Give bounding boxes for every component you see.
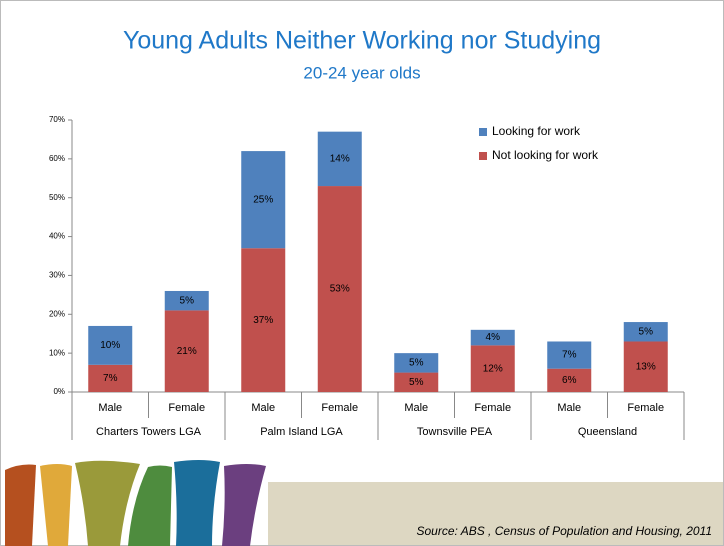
- value-label: 12%: [483, 363, 503, 374]
- value-label: 53%: [330, 284, 350, 295]
- group-label: Queensland: [578, 426, 637, 438]
- x-tick-label: Female: [627, 402, 664, 414]
- y-tick-label: 20%: [49, 309, 65, 318]
- source: Source: ABS , Census of Population and H…: [416, 524, 712, 538]
- bar-segment: [164, 290, 209, 311]
- legend-swatch: [479, 128, 487, 136]
- value-label: 5%: [639, 326, 654, 337]
- x-tick-label: Female: [168, 402, 205, 414]
- y-tick-label: 30%: [49, 271, 65, 280]
- bar-segment: [88, 364, 133, 392]
- y-tick-label: 0%: [53, 387, 65, 396]
- bar-segment: [164, 310, 209, 392]
- value-label: 6%: [562, 375, 577, 386]
- value-label: 5%: [409, 357, 424, 368]
- value-label: 25%: [253, 194, 273, 205]
- bar-segment: [547, 368, 592, 392]
- value-label: 14%: [330, 153, 350, 164]
- legend-label: Not looking for work: [492, 148, 599, 162]
- decor: [75, 460, 140, 546]
- value-label: 7%: [562, 350, 577, 361]
- bar-segment: [623, 341, 668, 392]
- x-tick-label: Female: [474, 402, 511, 414]
- chart-title: Young Adults Neither Working nor Studyin…: [123, 27, 601, 55]
- bar-segment: [241, 248, 286, 392]
- x-tick-label: Female: [321, 402, 358, 414]
- decor: [128, 465, 172, 546]
- chart-subtitle: 20-24 year olds: [303, 63, 420, 82]
- x-tick-label: Male: [98, 402, 122, 414]
- value-label: 13%: [636, 361, 656, 372]
- bar-segment: [317, 186, 362, 392]
- value-label: 5%: [180, 295, 195, 306]
- y-tick-label: 50%: [49, 193, 65, 202]
- bar-segment: [88, 325, 133, 365]
- group-label: Palm Island LGA: [260, 426, 343, 438]
- footer-band: [268, 482, 723, 545]
- group-label: Charters Towers LGA: [96, 426, 202, 438]
- bar-segment: [394, 353, 439, 373]
- bar-segment: [623, 322, 668, 342]
- value-label: 10%: [100, 340, 120, 351]
- y-tick-label: 70%: [49, 115, 65, 124]
- bar-segment: [394, 372, 439, 392]
- bar-segment: [470, 345, 515, 392]
- value-label: 37%: [253, 315, 273, 326]
- x-tick-label: Male: [404, 402, 428, 414]
- bar-segment: [317, 131, 362, 187]
- x-tick-label: Male: [251, 402, 275, 414]
- y-tick-label: 60%: [49, 154, 65, 163]
- x-tick-label: Male: [557, 402, 581, 414]
- bar-segment: [470, 329, 515, 346]
- value-label: 5%: [409, 377, 424, 388]
- value-label: 4%: [486, 332, 501, 343]
- decor: [174, 460, 220, 546]
- y-tick-label: 10%: [49, 348, 65, 357]
- bar-segment: [241, 151, 286, 249]
- legend-swatch: [479, 152, 487, 160]
- group-label: Townsville PEA: [417, 426, 493, 438]
- bar-segment: [547, 341, 592, 369]
- legend-label: Looking for work: [492, 124, 581, 138]
- decor: [5, 464, 36, 546]
- value-label: 21%: [177, 346, 197, 357]
- decor: [40, 464, 72, 546]
- y-tick-label: 40%: [49, 232, 65, 241]
- value-label: 7%: [103, 373, 118, 384]
- decor: [222, 464, 266, 546]
